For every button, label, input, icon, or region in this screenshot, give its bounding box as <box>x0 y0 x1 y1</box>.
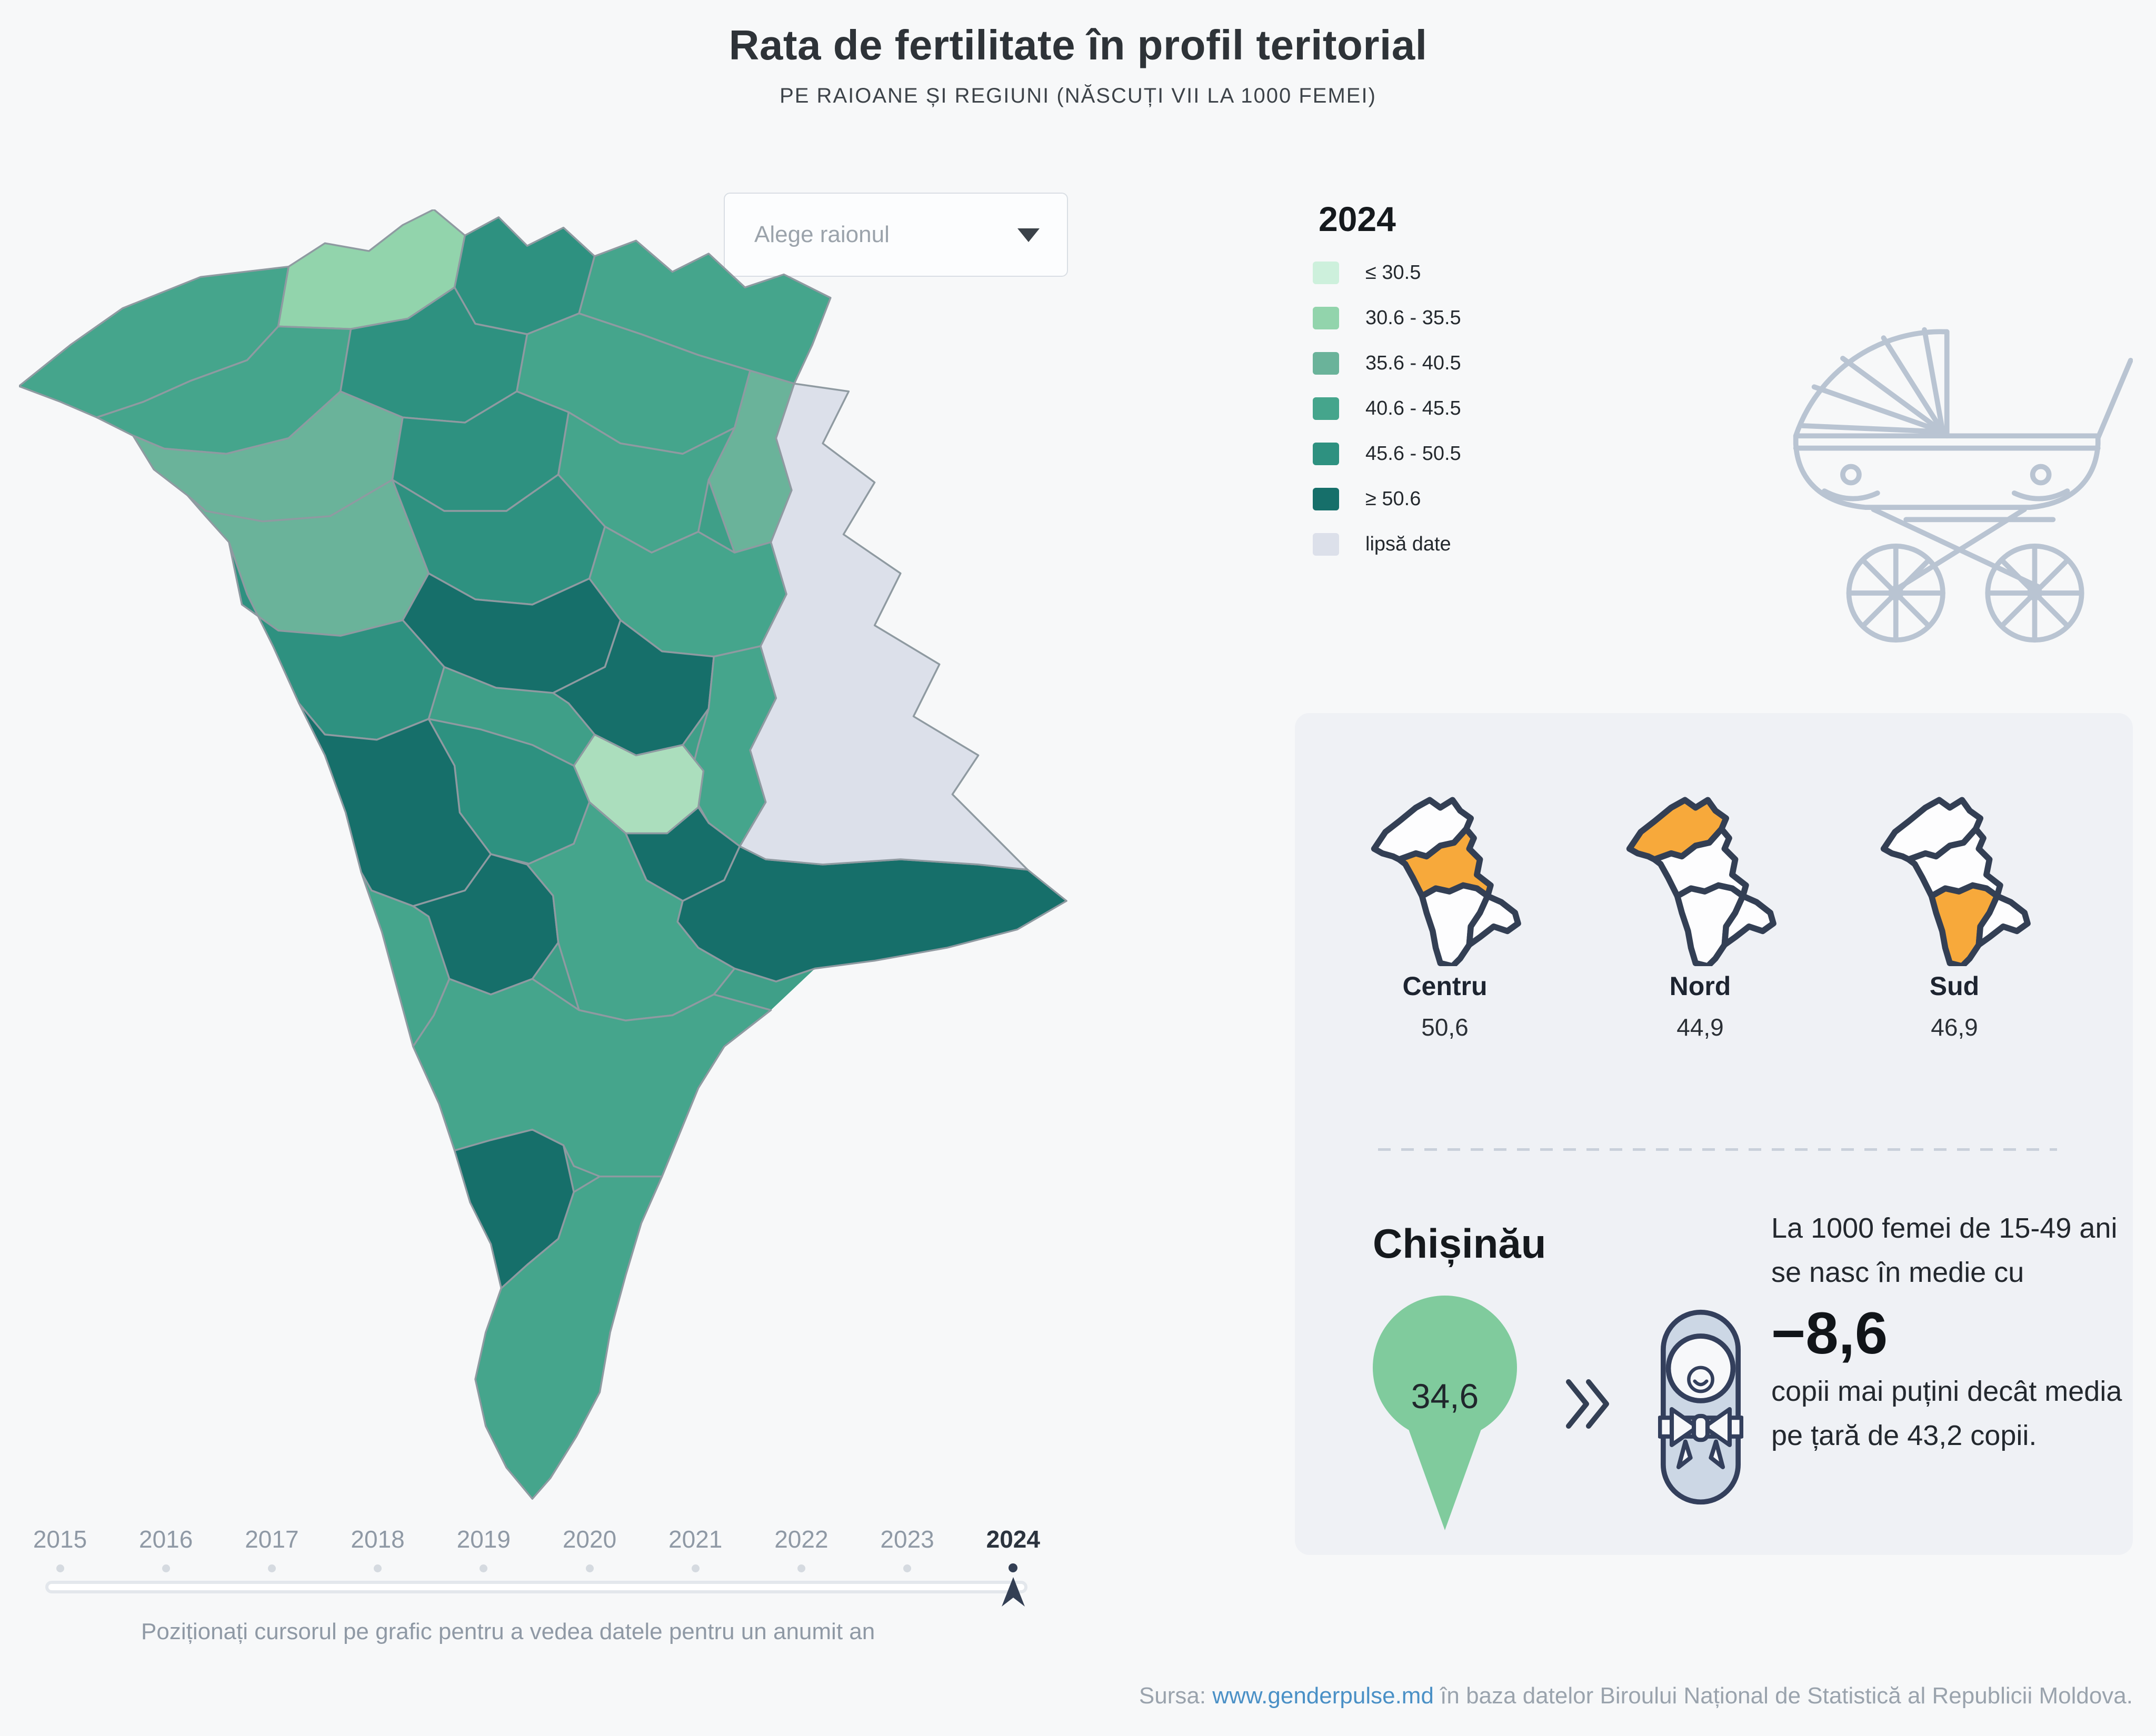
legend-item: 35.6 - 40.5 <box>1313 352 1461 375</box>
swaddled-baby-icon <box>1658 1309 1743 1505</box>
timeline-dot-2017[interactable] <box>267 1564 276 1572</box>
chisinau-value-pin: 34,6 <box>1373 1296 1517 1530</box>
timeline-track[interactable] <box>45 1581 1027 1593</box>
timeline-dot-2019[interactable] <box>480 1564 488 1572</box>
district-dropdown-placeholder: Alege raionul <box>754 222 890 247</box>
source-link[interactable]: www.genderpulse.md <box>1212 1683 1434 1709</box>
legend-item: lipsă date <box>1313 533 1451 556</box>
source-note: Sursa: www.genderpulse.md în baza datelo… <box>1139 1683 2133 1709</box>
region-label-sud: Sud <box>1929 971 1980 1001</box>
legend-year: 2024 <box>1319 199 1396 238</box>
timeline-year-2016[interactable]: 2016 <box>139 1526 193 1553</box>
region-value-sud: 46,9 <box>1931 1013 1978 1041</box>
legend-item: ≤ 30.5 <box>1313 261 1421 284</box>
legend-color-chip <box>1313 487 1339 510</box>
region-value-nord: 44,9 <box>1676 1013 1724 1041</box>
page-title: Rata de fertilitate în profil teritorial <box>728 22 1428 68</box>
note-intro: La 1000 femei de 15-49 ani se nasc în me… <box>1771 1212 2118 1288</box>
baby-carriage-icon <box>1793 327 2133 643</box>
district-transnistria-no-data[interactable] <box>738 383 1029 871</box>
legend-item-label: 30.6 - 35.5 <box>1365 306 1461 329</box>
timeline-dot-2016[interactable] <box>162 1564 170 1572</box>
legend-color-chip <box>1313 533 1339 556</box>
legend-color-chip <box>1313 442 1339 465</box>
legend-item: 45.6 - 50.5 <box>1313 442 1461 465</box>
legend-item: ≥ 50.6 <box>1313 487 1421 510</box>
page-subtitle: PE RAIOANE ȘI REGIUNI (NĂSCUȚI VII LA 10… <box>780 84 1376 107</box>
chisinau-note: La 1000 femei de 15-49 ani se nasc în me… <box>1771 1206 2124 1458</box>
mini-map-sud <box>1880 797 2031 966</box>
timeline-dot-2018[interactable] <box>374 1564 382 1572</box>
timeline-dot-2023[interactable] <box>903 1564 912 1572</box>
legend-item-label: ≥ 50.6 <box>1365 487 1421 510</box>
timeline-year-2015[interactable]: 2015 <box>33 1526 87 1553</box>
timeline-year-2020[interactable]: 2020 <box>562 1526 617 1553</box>
note-big-number: −8,6 <box>1771 1300 1888 1366</box>
chisinau-value: 34,6 <box>1411 1377 1479 1416</box>
timeline-year-2024[interactable]: 2024 <box>986 1526 1040 1553</box>
legend-item-label: 35.6 - 40.5 <box>1365 352 1461 374</box>
district-dropdown[interactable]: Alege raionul <box>724 193 1068 277</box>
source-suffix: în baza datelor Biroului Național de Sta… <box>1433 1683 2133 1709</box>
note-rest: copii mai puțini decât media pe țară de … <box>1771 1376 2122 1451</box>
timeline-dot-2024[interactable] <box>1009 1563 1018 1572</box>
timeline-year-2019[interactable]: 2019 <box>456 1526 511 1553</box>
legend-item-label: 45.6 - 50.5 <box>1365 442 1461 465</box>
mini-map-nord <box>1626 797 1776 966</box>
region-value-centru: 50,6 <box>1421 1013 1469 1041</box>
legend-item-label: ≤ 30.5 <box>1365 261 1421 284</box>
timeline-dot-2021[interactable] <box>691 1564 700 1572</box>
timeline-year-2021[interactable]: 2021 <box>668 1526 723 1553</box>
legend-color-chip <box>1313 306 1339 329</box>
timeline-dot-2020[interactable] <box>585 1564 594 1572</box>
timeline-year-2022[interactable]: 2022 <box>774 1526 829 1553</box>
timeline-dot-2022[interactable] <box>797 1564 805 1572</box>
chisinau-heading: Chișinău <box>1373 1220 1546 1267</box>
dashed-divider <box>1378 1148 2057 1151</box>
region-label-nord: Nord <box>1669 971 1731 1001</box>
legend-item: 40.6 - 45.5 <box>1313 397 1461 420</box>
legend-color-chip <box>1313 261 1339 284</box>
mini-map-centru <box>1371 797 1521 966</box>
legend-item-label: lipsă date <box>1365 533 1451 555</box>
timeline-year-2017[interactable]: 2017 <box>245 1526 299 1553</box>
region-label-centru: Centru <box>1402 971 1488 1001</box>
source-prefix: Sursa: <box>1139 1683 1213 1709</box>
timeline-year-2023[interactable]: 2023 <box>880 1526 934 1553</box>
chevron-down-icon <box>1017 228 1040 242</box>
double-chevron-right-icon <box>1566 1379 1609 1429</box>
timeline-dot-2015[interactable] <box>56 1564 64 1572</box>
legend-item-label: 40.6 - 45.5 <box>1365 397 1461 419</box>
legend-item: 30.6 - 35.5 <box>1313 306 1461 329</box>
timeline-hint: Poziționați cursorul pe grafic pentru a … <box>141 1619 875 1644</box>
legend-color-chip <box>1313 397 1339 420</box>
district-sud-tail[interactable] <box>474 1175 663 1500</box>
timeline-year-2018[interactable]: 2018 <box>351 1526 405 1553</box>
timeline-handle[interactable] <box>1001 1576 1026 1608</box>
moldova-choropleth-map <box>19 209 1067 1500</box>
legend-color-chip <box>1313 352 1339 375</box>
